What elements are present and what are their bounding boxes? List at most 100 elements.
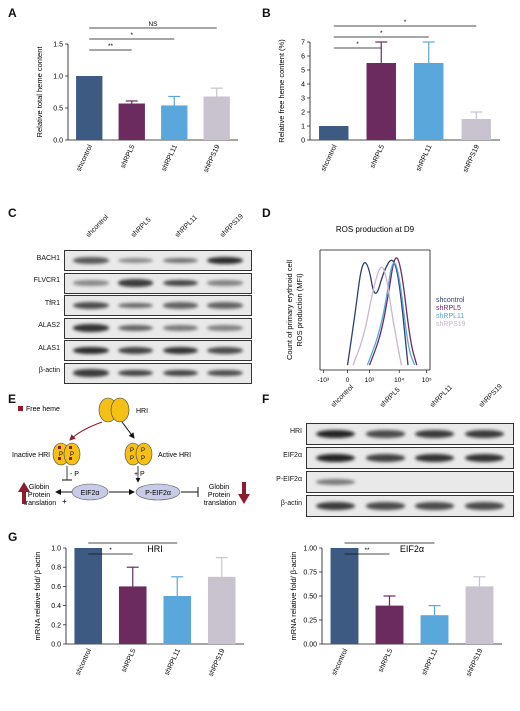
significance-label: NS [148, 21, 158, 28]
blot-band [207, 347, 243, 354]
blot-row-label: β-actin [280, 500, 302, 507]
x-tick-label: 0 [346, 377, 350, 384]
bar [414, 63, 444, 140]
x-tick-label: shcontrol [320, 143, 339, 172]
y-tick-label: 0.00 [303, 642, 317, 649]
hri-top-icon [98, 397, 130, 423]
blot-band [365, 454, 405, 462]
y-tick-label: 0.50 [303, 594, 317, 601]
chart-g-eif2a: 0.00 0.25 0.50 0.75 1.00 mRNA relative fold/ … [289, 540, 502, 678]
blot-band [316, 429, 356, 439]
y-tick-label: 0.6 [51, 584, 61, 591]
blot-band [162, 257, 198, 264]
bar [118, 103, 145, 140]
panel-letter-g: G [8, 530, 18, 544]
diagram-e-hri-pathway: Free heme HRI P P Inactive HRI P P P P A… [12, 397, 250, 507]
arrow-up-icon [18, 482, 30, 504]
free-heme-label: Free heme [26, 406, 60, 413]
blot-row [64, 295, 252, 316]
blot-band [118, 369, 154, 377]
lane-label: shcontrol [85, 213, 111, 239]
blot-band [162, 279, 198, 287]
blot-band [316, 502, 356, 510]
active-hri-icon [124, 442, 153, 466]
blot-band [73, 369, 109, 377]
blot-band [207, 325, 243, 331]
bar [375, 605, 404, 644]
blot-band [73, 346, 109, 355]
blot-band [316, 453, 356, 463]
y-tick-label: 0.0 [51, 642, 61, 649]
blot-band [118, 302, 154, 309]
blot-band [118, 279, 154, 287]
y-tick-label: 0.75 [303, 570, 317, 577]
legend-entry: shRPL11 [436, 313, 464, 320]
y-tick-label: 1.0 [51, 546, 61, 553]
blot-band [73, 324, 109, 332]
inactive-hri-label: Inactive HRI [12, 452, 50, 459]
blot-band [207, 302, 243, 309]
bar [461, 119, 491, 140]
x-tick-label: shRPL5 [369, 144, 386, 170]
lane-label: shRPS19 [219, 213, 245, 239]
x-tick-label: shRPS19 [465, 648, 484, 678]
y-tick-label: 0.4 [51, 603, 61, 610]
y-tick-label: 0.2 [51, 622, 61, 629]
chart-title: HRI [147, 544, 163, 554]
x-tick-label: shRPS19 [462, 144, 481, 174]
significance-label: * [131, 540, 134, 543]
blot-band [118, 324, 154, 332]
blot-band [73, 257, 109, 264]
panel-letter-d: D [262, 206, 271, 220]
chart-d-ros-histogram: ROS production at D9 Count of primary ery… [285, 225, 466, 384]
blot-row [64, 362, 252, 384]
hri-top-label: HRI [136, 408, 148, 415]
svg-text:P: P [130, 448, 134, 454]
y-tick-label: 0 [301, 138, 305, 145]
blot-row-label: TfR1 [44, 299, 60, 307]
panel-letter-a: A [8, 6, 17, 20]
blot-band [73, 302, 109, 309]
bar [161, 105, 188, 140]
y-tick-label: 1.00 [303, 546, 317, 553]
blot-band [162, 302, 198, 309]
x-tick-label: shRPL11 [421, 648, 439, 677]
bar [76, 76, 103, 140]
active-hri-label: Active HRI [158, 452, 191, 459]
blot-band [207, 369, 243, 377]
blot-row-label: ALAS1 [38, 344, 60, 352]
globin-left-label: Globin Protein translation [24, 484, 56, 507]
y-tick-label: 6 [301, 54, 305, 61]
blot-band [415, 454, 455, 462]
x-tick-label: shcontrol [75, 647, 94, 676]
svg-text:P: P [141, 456, 145, 462]
eif2a-node: EIF2α [81, 490, 100, 497]
blot-band [118, 257, 154, 264]
panel-letter-e: E [8, 392, 17, 406]
blot-row [64, 250, 252, 271]
blot-band [415, 502, 455, 510]
bar [330, 548, 359, 644]
blot-band [365, 502, 405, 510]
significance-label: * [130, 32, 133, 39]
panel-letter-f: F [262, 392, 270, 406]
x-tick-label: -10³ [318, 377, 330, 384]
bar [465, 586, 494, 644]
chart-a-total-heme: 0.0 0.5 1.0 1.5 Relative total heme content s… [35, 21, 238, 174]
y-tick-label: 1.0 [53, 74, 63, 81]
blot-row-label: BACH1 [36, 254, 60, 262]
svg-text:P: P [59, 452, 63, 458]
y-axis-label: Count of primary erythroid cell [285, 260, 294, 360]
lane-label: shRPL5 [129, 216, 153, 239]
x-tick-label: shRPL5 [377, 648, 394, 674]
blot-band [464, 430, 504, 438]
panel-letter-c: C [8, 206, 17, 220]
blot-band [415, 430, 455, 438]
bar [163, 596, 192, 644]
blot-band [162, 346, 198, 355]
blot-row-label: P-EIF2α [276, 476, 302, 483]
inactive-hri-icon [52, 442, 81, 466]
arrow-down-icon [238, 482, 250, 504]
y-tick-label: 0.8 [51, 565, 61, 572]
bar [366, 63, 396, 140]
